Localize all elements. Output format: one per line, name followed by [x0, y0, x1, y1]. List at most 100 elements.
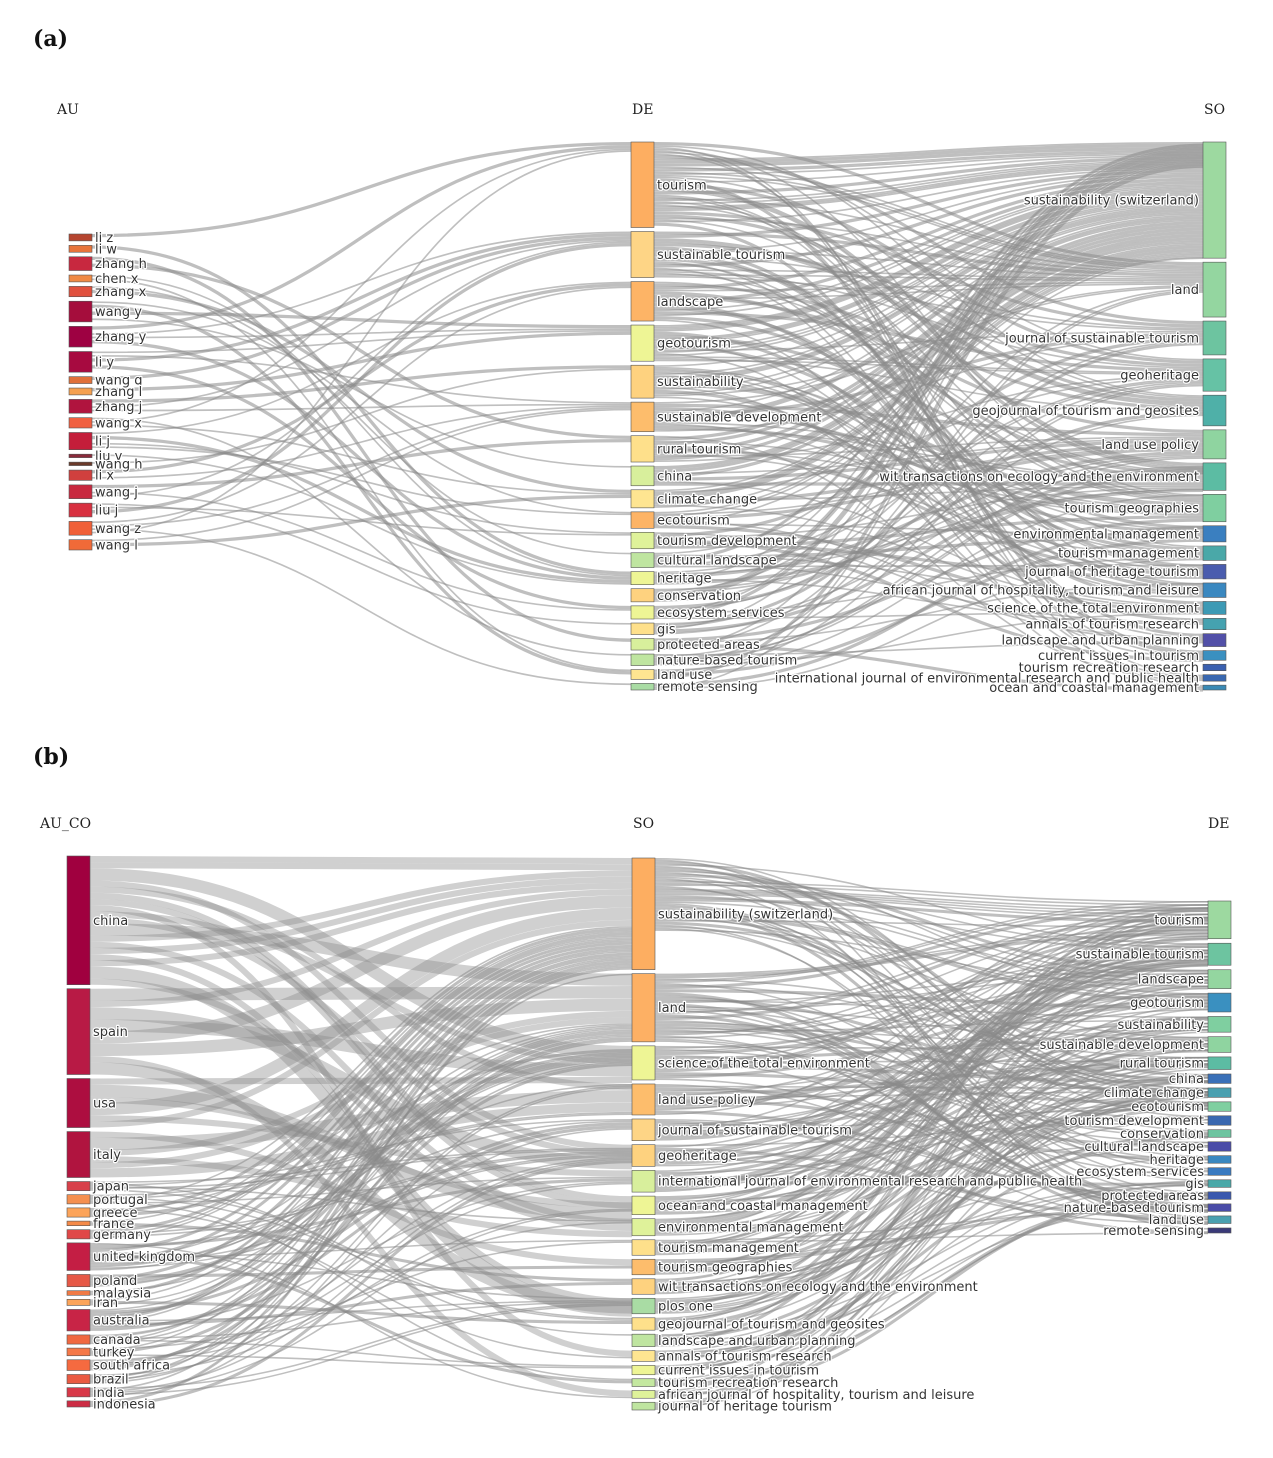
node-de-remote-sensing[interactable]: remote sensing: [1102, 1223, 1232, 1240]
node-so-tourism-management[interactable]: tourism management: [631, 1239, 800, 1257]
node-au-co-india[interactable]: india: [66, 1385, 126, 1402]
node-bar[interactable]: [1202, 663, 1227, 672]
node-au-co-china[interactable]: china: [66, 855, 129, 986]
node-so-african-journal-of-hospitality-tourism-and-leisure[interactable]: african journal of hospitality, tourism …: [881, 582, 1227, 600]
node-so-land-use-policy[interactable]: land use policy: [631, 1083, 757, 1116]
node-de-gis[interactable]: gis: [1184, 1176, 1232, 1193]
node-bar[interactable]: [68, 300, 93, 323]
node-so-land[interactable]: land: [631, 973, 687, 1043]
node-au-co-poland[interactable]: poland: [66, 1273, 138, 1290]
node-bar[interactable]: [68, 245, 93, 253]
node-bar[interactable]: [1202, 582, 1227, 598]
node-bar[interactable]: [631, 1401, 656, 1411]
node-bar[interactable]: [1202, 684, 1227, 691]
node-bar[interactable]: [1207, 1036, 1232, 1053]
node-de-protected-areas[interactable]: protected areas: [630, 637, 761, 654]
node-de-sustainable-tourism[interactable]: sustainable tourism: [1074, 942, 1232, 966]
node-au-li-x[interactable]: li x: [68, 468, 116, 485]
node-de-sustainability[interactable]: sustainability: [1116, 1016, 1232, 1034]
node-bar[interactable]: [1207, 1191, 1232, 1200]
node-bar[interactable]: [630, 435, 655, 463]
node-bar[interactable]: [631, 1317, 656, 1331]
node-bar[interactable]: [1207, 1203, 1232, 1212]
node-au-zhang-y[interactable]: zhang y: [68, 326, 148, 348]
node-bar[interactable]: [1207, 1179, 1232, 1188]
node-de-sustainable-tourism[interactable]: sustainable tourism: [630, 231, 787, 278]
node-bar[interactable]: [631, 1083, 656, 1116]
node-bar[interactable]: [1207, 1101, 1232, 1112]
node-so-landscape-and-urban-planning[interactable]: landscape and urban planning: [631, 1333, 857, 1350]
node-bar[interactable]: [630, 324, 655, 362]
node-bar[interactable]: [66, 1299, 91, 1306]
node-bar[interactable]: [66, 1242, 91, 1271]
node-de-geotourism[interactable]: geotourism: [630, 324, 732, 362]
node-bar[interactable]: [1202, 394, 1227, 427]
node-bar[interactable]: [630, 638, 655, 651]
node-so-land[interactable]: land: [1170, 261, 1227, 318]
node-de-ecosystem-services[interactable]: ecosystem services: [1075, 1164, 1232, 1181]
node-bar[interactable]: [630, 653, 655, 666]
node-bar[interactable]: [68, 387, 93, 396]
node-bar[interactable]: [68, 286, 93, 298]
node-au-co-greece[interactable]: greece: [66, 1205, 139, 1222]
node-de-land-use[interactable]: land use: [630, 667, 713, 684]
node-bar[interactable]: [1202, 462, 1227, 491]
node-so-sustainability-switzerland[interactable]: sustainability (switzerland): [1023, 141, 1227, 259]
node-bar[interactable]: [1202, 261, 1227, 318]
node-bar[interactable]: [1207, 1129, 1232, 1138]
node-bar[interactable]: [66, 1290, 91, 1296]
node-au-co-italy[interactable]: italy: [66, 1131, 122, 1178]
node-so-sustainability-switzerland[interactable]: sustainability (switzerland): [631, 857, 834, 970]
node-bar[interactable]: [1202, 650, 1227, 661]
node-bar[interactable]: [66, 1347, 91, 1357]
node-bar[interactable]: [68, 453, 93, 458]
node-bar[interactable]: [1207, 992, 1232, 1013]
node-bar[interactable]: [68, 539, 93, 551]
node-de-land-use[interactable]: land use: [1148, 1212, 1232, 1229]
node-bar[interactable]: [1207, 1016, 1232, 1033]
node-so-journal-of-sustainable-tourism[interactable]: journal of sustainable tourism: [631, 1118, 853, 1141]
node-de-conservation[interactable]: conservation: [1119, 1126, 1232, 1143]
node-de-sustainability[interactable]: sustainability: [630, 364, 745, 399]
node-bar[interactable]: [631, 1144, 656, 1167]
node-bar[interactable]: [630, 683, 655, 691]
node-bar[interactable]: [1207, 1167, 1232, 1176]
node-bar[interactable]: [66, 1078, 91, 1128]
node-de-remote-sensing[interactable]: remote sensing: [630, 679, 759, 696]
node-bar[interactable]: [630, 531, 655, 550]
node-so-journal-of-sustainable-tourism[interactable]: journal of sustainable tourism: [1003, 320, 1227, 356]
node-bar[interactable]: [1207, 1155, 1232, 1164]
node-au-co-japan[interactable]: japan: [66, 1178, 130, 1196]
node-bar[interactable]: [630, 231, 655, 278]
node-so-annals-of-tourism-research[interactable]: annals of tourism research: [1024, 616, 1227, 634]
node-bar[interactable]: [1207, 1073, 1232, 1084]
node-bar[interactable]: [631, 1118, 656, 1141]
node-so-journal-of-heritage-tourism[interactable]: journal of heritage tourism: [631, 1398, 833, 1416]
node-au-li-w[interactable]: li w: [68, 241, 119, 259]
node-au-co-turkey[interactable]: turkey: [66, 1344, 136, 1362]
node-bar[interactable]: [66, 855, 91, 986]
node-bar[interactable]: [631, 1297, 656, 1315]
node-au-li-z[interactable]: li z: [68, 230, 115, 247]
node-au-chen-x[interactable]: chen x: [68, 271, 140, 288]
node-de-climate-change[interactable]: climate change: [1103, 1085, 1232, 1102]
node-bar[interactable]: [1202, 545, 1227, 561]
node-au-li-j[interactable]: li j: [68, 432, 111, 451]
node-bar[interactable]: [1207, 1087, 1232, 1098]
node-so-journal-of-heritage-tourism[interactable]: journal of heritage tourism: [1023, 564, 1227, 581]
node-so-current-issues-in-tourism[interactable]: current issues in tourism: [631, 1362, 820, 1380]
node-bar[interactable]: [631, 1365, 656, 1376]
node-bar[interactable]: [1207, 1215, 1232, 1224]
node-au-wang-h[interactable]: wang h: [68, 456, 144, 474]
node-bar[interactable]: [630, 489, 655, 509]
node-au-wang-y[interactable]: wang y: [68, 300, 143, 323]
node-bar[interactable]: [631, 1278, 656, 1295]
node-bar[interactable]: [68, 274, 93, 283]
node-bar[interactable]: [66, 1181, 91, 1192]
node-au-co-spain[interactable]: spain: [66, 988, 129, 1075]
node-bar[interactable]: [66, 1359, 91, 1371]
node-so-land-use-policy[interactable]: land use policy: [1100, 429, 1227, 460]
node-bar[interactable]: [631, 1170, 656, 1193]
node-de-ecosystem-services[interactable]: ecosystem services: [630, 605, 786, 622]
node-bar[interactable]: [1207, 942, 1232, 966]
